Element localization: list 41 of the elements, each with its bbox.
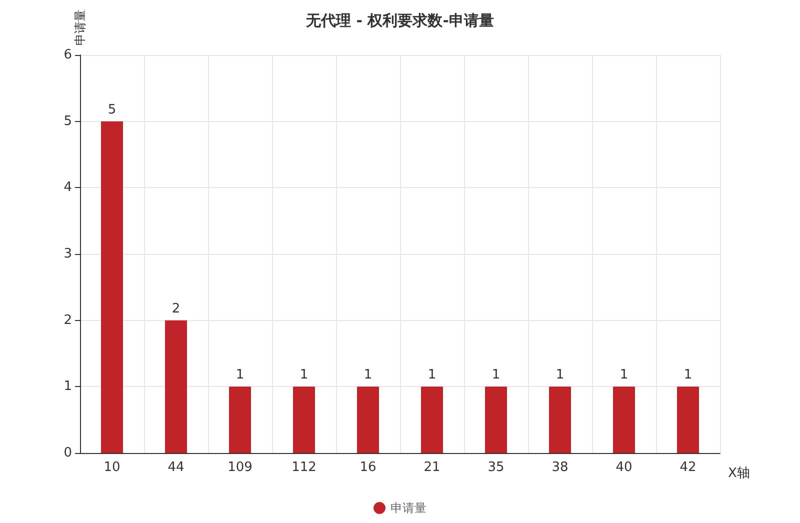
- data-label: 1: [364, 368, 372, 383]
- data-label: 1: [428, 368, 436, 383]
- data-label: 1: [556, 368, 564, 383]
- bar: [165, 320, 187, 453]
- x-tick-label: 21: [424, 460, 440, 475]
- x-tick-label: 16: [360, 460, 376, 475]
- bar: [101, 121, 123, 453]
- bar: [229, 386, 251, 453]
- bar: [549, 386, 571, 453]
- data-label: 1: [620, 368, 628, 383]
- y-tick-label: 6: [64, 48, 72, 62]
- x-tick-label: 40: [616, 460, 632, 475]
- data-label: 2: [172, 301, 180, 316]
- y-tick-label: 0: [64, 446, 72, 460]
- bar: [293, 386, 315, 453]
- x-tick-label: 44: [168, 460, 184, 475]
- data-label: 1: [236, 368, 244, 383]
- data-label: 1: [684, 368, 692, 383]
- y-tick-label: 3: [64, 246, 72, 262]
- y-tick-label: 1: [64, 379, 72, 394]
- data-label: 1: [300, 368, 308, 383]
- x-tick-label: 35: [488, 460, 504, 475]
- y-tick-label: 4: [64, 180, 72, 196]
- x-tick-label: 38: [552, 460, 568, 475]
- x-tick-label: 112: [292, 460, 316, 475]
- y-tick-label: 2: [64, 312, 72, 328]
- bar: [485, 386, 507, 453]
- x-tick-label: 109: [228, 460, 252, 475]
- bar: [677, 386, 699, 453]
- x-axis-title: X轴: [728, 466, 750, 481]
- y-tick-label: 5: [64, 114, 72, 129]
- data-label: 5: [108, 102, 116, 118]
- x-tick-label: 42: [680, 460, 696, 475]
- x-tick-label: 10: [104, 460, 120, 475]
- chart-title: 无代理 - 权利要求数-申请量: [305, 12, 494, 30]
- bar: [421, 386, 443, 453]
- legend-label: 申请量: [390, 501, 426, 515]
- bar: [357, 386, 379, 453]
- data-label: 1: [492, 368, 500, 383]
- y-axis-title: 申请量: [73, 10, 87, 46]
- bar: [613, 386, 635, 453]
